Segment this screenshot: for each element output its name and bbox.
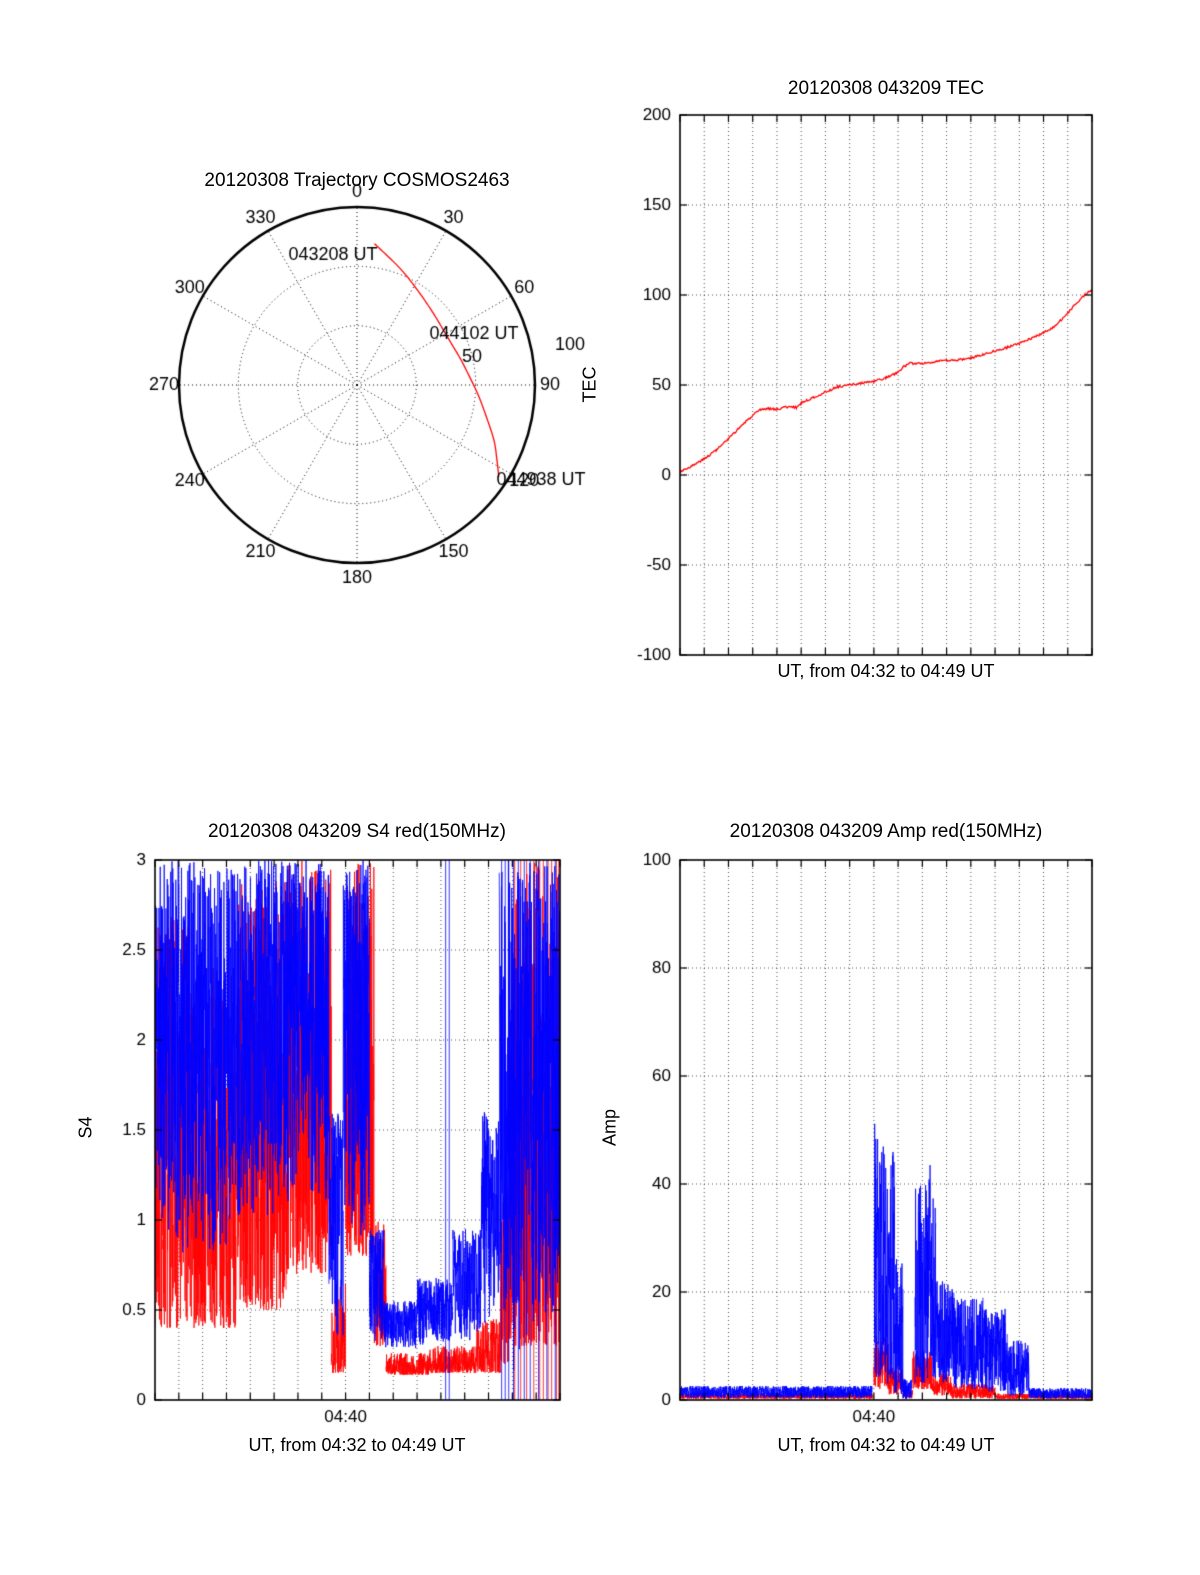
amp-plot-canvas <box>600 845 1180 1430</box>
amp-x-axis-label: UT, from 04:32 to 04:49 UT <box>777 1435 995 1455</box>
tec-x-axis-label: UT, from 04:32 to 04:49 UT <box>777 661 995 681</box>
tec-title: 20120308 043209 TEC <box>787 78 985 99</box>
tec-plot-canvas <box>610 100 1180 700</box>
s4-plot-canvas <box>70 845 590 1430</box>
s4-x-axis-label: UT, from 04:32 to 04:49 UT <box>248 1435 466 1455</box>
s4-title: 20120308 043209 S4 red(150MHz) <box>208 821 506 842</box>
amp-title: 20120308 043209 Amp red(150MHz) <box>729 821 1043 842</box>
tec-y-axis-label: TEC <box>579 366 600 403</box>
trajectory-plot-canvas <box>90 180 630 610</box>
